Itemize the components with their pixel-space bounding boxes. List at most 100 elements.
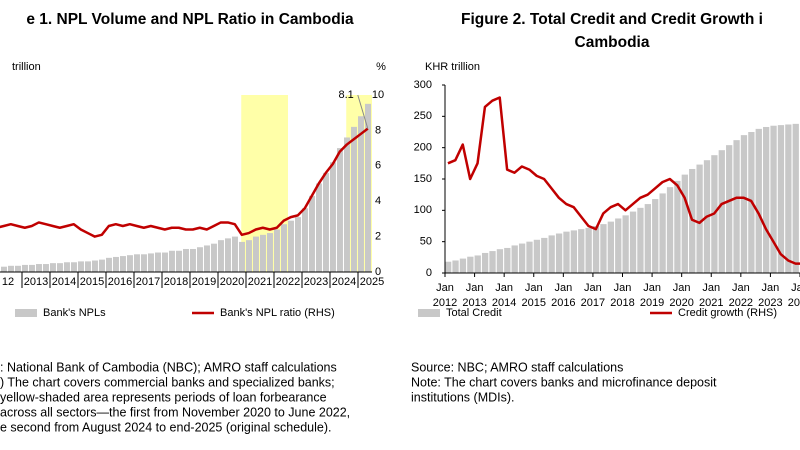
x-tick-month: Jan [466, 282, 484, 294]
bar [555, 233, 563, 273]
bar [504, 247, 511, 273]
bar [785, 124, 792, 273]
chart-title: Figure 2. Total Credit and Credit Growth… [461, 11, 763, 28]
bar [452, 260, 459, 273]
x-tick-label: 2014 [492, 297, 516, 309]
bar [309, 195, 315, 272]
bar [755, 128, 762, 273]
x-tick-label: 2016 [108, 276, 132, 288]
bar [225, 238, 231, 272]
line [0, 127, 369, 238]
bar [467, 256, 474, 273]
note: Source: NBC; AMRO staff calculations [411, 360, 623, 374]
legend-label: Total Credit [446, 307, 502, 319]
bar [99, 259, 105, 272]
bar [260, 234, 266, 272]
legend-label: Bank's NPLs [43, 307, 106, 319]
x-tick-label: 2025 [360, 276, 384, 288]
x-tick-month: Jan [791, 282, 800, 294]
bar [337, 148, 343, 272]
bar [548, 235, 555, 273]
x-tick-label: 2023 [304, 276, 328, 288]
bar [36, 264, 42, 272]
annotation-leader [357, 94, 369, 129]
bar [726, 145, 733, 273]
y2-tick-label: 8 [375, 124, 381, 136]
x-tick-label: 2015 [522, 297, 546, 309]
bar [563, 231, 570, 273]
bar [246, 240, 252, 272]
bar [358, 116, 364, 273]
y-tick-label: 100 [414, 204, 432, 216]
bar [718, 150, 725, 273]
bar [162, 252, 168, 272]
x-tick-month: Jan [702, 282, 720, 294]
bar [29, 264, 35, 272]
bar [615, 218, 622, 273]
x-tick-label: 2020 [669, 297, 693, 309]
bar [652, 199, 659, 273]
note: : National Bank of Cambodia (NBC); AMRO … [0, 360, 337, 374]
note: across all sectors—the first from Novemb… [0, 405, 350, 419]
bar [592, 226, 600, 273]
y-axis-label: trillion [12, 61, 41, 73]
chart-title: e 1. NPL Volume and NPL Ratio in Cambodi… [26, 11, 354, 28]
bar [740, 135, 748, 273]
bar [64, 262, 70, 272]
y2-axis-label: % [376, 61, 386, 73]
bar [197, 247, 203, 272]
bar [541, 237, 548, 273]
bar [533, 239, 541, 273]
bar [622, 215, 629, 273]
x-tick-label: 2012 [433, 297, 457, 309]
bar [148, 253, 154, 272]
x-tick-label: 2014 [52, 276, 76, 288]
legend-swatch [418, 309, 440, 317]
bar [176, 250, 182, 272]
y-tick-label: 50 [420, 236, 432, 248]
y2-tick-label: 0 [375, 266, 381, 278]
x-tick-label: 2019 [640, 297, 664, 309]
x-tick-label: 2018 [610, 297, 634, 309]
bar [267, 233, 273, 272]
x-tick-month: Jan [762, 282, 780, 294]
annotation: 8.1 [339, 89, 354, 101]
bar [218, 240, 224, 272]
bar [204, 245, 210, 272]
note: institutions (MDIs). [411, 390, 515, 404]
x-tick-label: 2024 [788, 297, 800, 309]
bar [141, 254, 147, 272]
x-tick-label: 2019 [192, 276, 216, 288]
bar [607, 221, 614, 273]
bar [666, 187, 674, 273]
bar [15, 265, 21, 272]
y2-tick-label: 4 [375, 195, 381, 207]
bar [526, 241, 533, 273]
y-tick-label: 0 [426, 267, 432, 279]
bar [570, 230, 578, 273]
x-tick-label: 2021 [699, 297, 723, 309]
x-tick-label: 2018 [164, 276, 188, 288]
bar [155, 252, 161, 272]
bar [288, 220, 294, 272]
x-tick-label: 12 [2, 276, 14, 288]
bar [92, 260, 98, 272]
bar [344, 137, 350, 272]
x-tick-label: 2023 [758, 297, 782, 309]
y-tick-label: 250 [414, 110, 432, 122]
bar [1, 266, 7, 272]
bar [733, 140, 740, 273]
note: e second from August 2024 to end-2025 (o… [0, 420, 331, 434]
bar [511, 245, 518, 273]
x-tick-month: Jan [673, 282, 691, 294]
bar [22, 264, 28, 272]
bar [127, 255, 133, 272]
bar [481, 252, 489, 273]
bar [600, 224, 607, 273]
y2-tick-label: 10 [372, 89, 384, 101]
y-tick-label: 200 [414, 142, 432, 154]
x-tick-label: 2020 [220, 276, 244, 288]
bar [763, 126, 770, 273]
legend-label: Credit growth (RHS) [678, 307, 777, 319]
